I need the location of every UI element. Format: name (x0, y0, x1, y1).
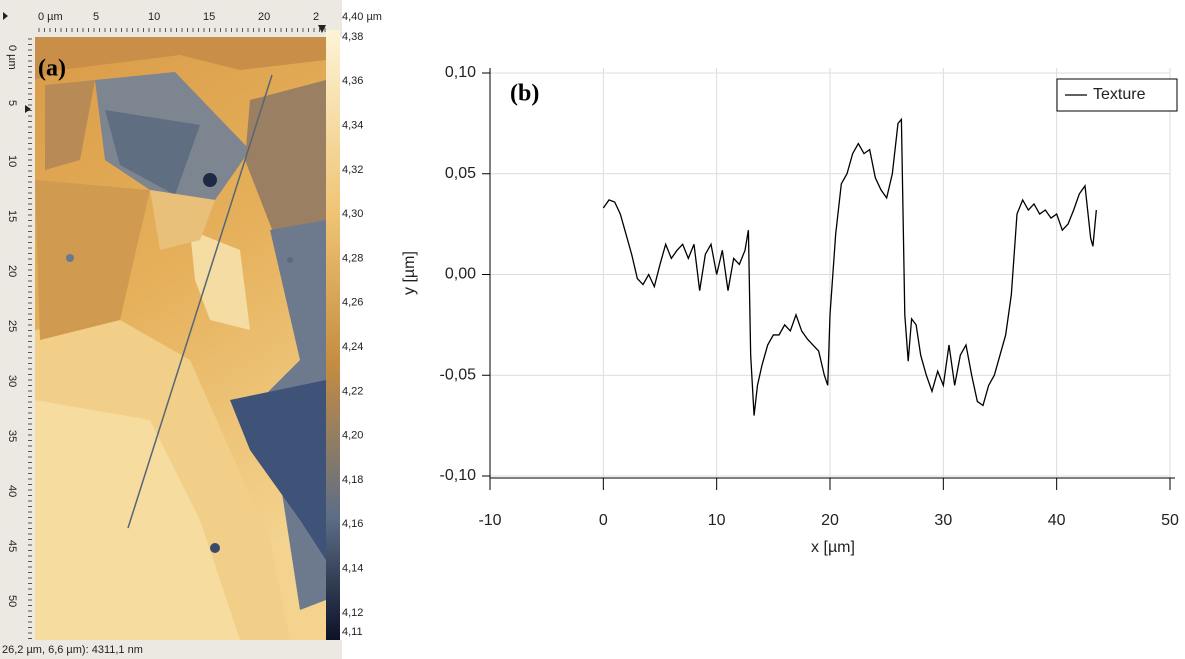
x-axis-label: x [µm] (811, 539, 855, 556)
y-tick-label: 0,05 (445, 165, 476, 182)
ruler-label: 5 (6, 100, 18, 106)
afm-panel: (a) 26,2 µm, 6,6 µm): 4311,1 nm (0, 0, 342, 659)
ruler-label: 30 (6, 375, 18, 387)
ruler-label: 50 (6, 595, 18, 607)
afm-image (35, 37, 326, 640)
ruler-label: 40 (6, 485, 18, 497)
y-tick-label: 0,10 (445, 64, 476, 81)
ruler-arrow (3, 12, 8, 20)
ruler-label: 15 (203, 11, 215, 23)
y-tick-label: -0,10 (440, 467, 477, 484)
colorbar-label: 4,11 (342, 626, 363, 638)
ruler-label: 2 (313, 11, 319, 23)
ruler-ticks (25, 37, 35, 640)
colorbar-label: 4,16 (342, 518, 363, 530)
x-tick-label: 20 (821, 512, 839, 529)
x-tick-label: 10 (708, 512, 726, 529)
colorbar-label: 4,20 (342, 430, 363, 442)
colorbar-label: 4,12 (342, 607, 363, 619)
colorbar-label: 4,36 (342, 75, 363, 87)
status-bar (0, 640, 342, 659)
colorbar-label: 4,28 (342, 252, 363, 264)
y-tick-label: -0,05 (440, 366, 477, 383)
legend-label: Texture (1093, 86, 1146, 103)
ruler-label: 5 (93, 11, 99, 23)
colorbar-label: 4,22 (342, 385, 363, 397)
ruler-label: 45 (6, 540, 18, 552)
ruler-label: 20 (6, 265, 18, 277)
ruler-arrow (25, 105, 31, 113)
x-tick-label: 50 (1161, 512, 1179, 529)
line-chart: (b) x [µm] y [µm] -10 0 10 20 30 40 50 -0,10 -0,… (401, 64, 1179, 556)
ruler-label: 15 (6, 210, 18, 222)
colorbar-label: 4,32 (342, 164, 363, 176)
y-tick-label: 0,00 (445, 266, 476, 283)
ruler-label: 35 (6, 430, 18, 442)
colorbar (326, 30, 340, 640)
data-line (602, 117, 1097, 416)
status-text: 26,2 µm, 6,6 µm): 4311,1 nm (2, 644, 143, 656)
ruler-label: 25 (6, 320, 18, 332)
ruler-label: 20 (258, 11, 270, 23)
panel-label: (a) (38, 56, 66, 82)
panel-label: (b) (510, 81, 539, 107)
colorbar-label: 4,38 (342, 31, 363, 43)
colorbar-label: 4,30 (342, 208, 363, 220)
x-tick-label: 30 (934, 512, 952, 529)
ruler-label: 0 µm (38, 11, 63, 23)
x-tick-label: 40 (1048, 512, 1066, 529)
colorbar-label: 4,18 (342, 474, 363, 486)
y-axis-label: y [µm] (401, 251, 418, 295)
x-tick-label: -10 (478, 512, 501, 529)
ruler-label: 10 (6, 155, 18, 167)
colorbar-label: 4,40 µm (342, 11, 382, 23)
colorbar-label: 4,24 (342, 341, 363, 353)
ruler-ticks (35, 26, 326, 36)
colorbar-label: 4,34 (342, 120, 363, 132)
ruler-arrow (318, 25, 326, 33)
x-tick-label: 0 (599, 512, 608, 529)
ruler-label: 10 (148, 11, 160, 23)
ruler-label: 0 µm (6, 45, 18, 70)
colorbar-label: 4,14 (342, 563, 363, 575)
colorbar-label: 4,26 (342, 297, 363, 309)
